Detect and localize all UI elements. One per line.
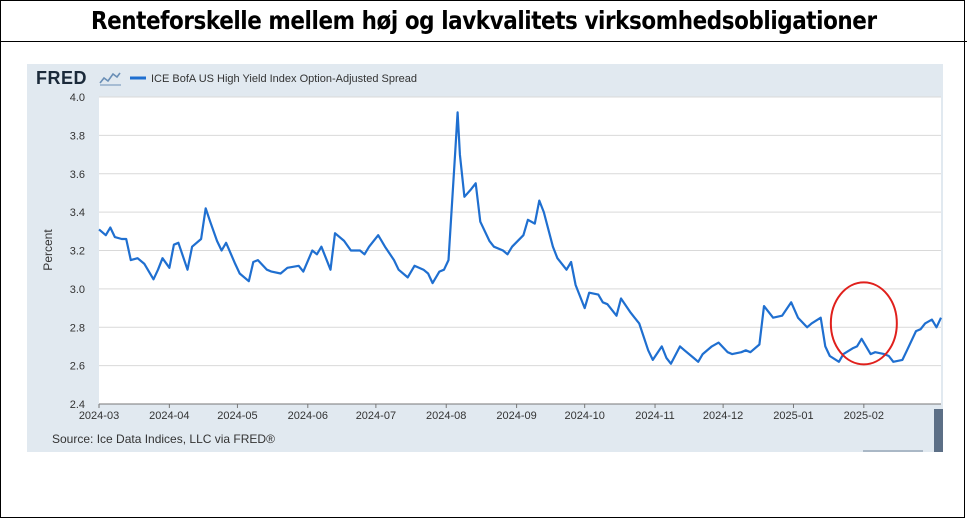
y-tick-label: 4.0 — [70, 92, 85, 104]
y-axis-tick-labels: 2.4 2.6 2.8 3.0 3.2 3.4 3.6 3.8 4.0 — [70, 92, 85, 411]
fred-logo[interactable]: FRED — [36, 68, 121, 88]
y-tick-label: 2.6 — [70, 361, 85, 373]
x-tick-label: 2024-05 — [217, 410, 257, 422]
series-line — [98, 111, 942, 365]
line-chart: 2.42.62.83.03.23.43.63.84.0 2024-03 2024-… — [36, 68, 943, 452]
series-group — [98, 111, 942, 365]
annotation-group — [829, 281, 898, 366]
x-tick-label: 2024-12 — [703, 410, 743, 422]
y-tick-label: 2.4 — [70, 399, 85, 411]
legend-label: ICE BofA US High Yield Index Option-Adju… — [151, 73, 417, 85]
highlight-circle — [829, 281, 898, 366]
x-tick-label: 2024-07 — [356, 410, 396, 422]
y-tick-label: 2.8 — [70, 322, 85, 334]
x-tick-label: 2024-11 — [635, 410, 675, 422]
y-axis-label: Percent — [41, 229, 55, 271]
x-tick-label: 2024-09 — [496, 410, 536, 422]
y-tick-label: 3.6 — [70, 169, 85, 181]
y-tick-label: 3.0 — [70, 284, 85, 296]
gridlines — [99, 96, 941, 405]
x-tick-label: 2024-03 — [79, 410, 119, 422]
x-tick-label: 2025-01 — [773, 410, 813, 422]
page-title: Renteforskelle mellem høj og lavkvalitet… — [90, 6, 877, 35]
x-tick-label: 2025-02 — [844, 410, 884, 422]
title-bar: Renteforskelle mellem høj og lavkvalitet… — [0, 0, 967, 42]
fred-logo-text: FRED — [36, 68, 87, 88]
y-tick-label: 3.8 — [70, 130, 85, 142]
x-tick-label: 2024-10 — [564, 410, 604, 422]
x-tick-label: 2024-08 — [426, 410, 466, 422]
x-tick-label: 2024-06 — [288, 410, 328, 422]
source-note: Source: Ice Data Indices, LLC via FRED® — [52, 432, 275, 446]
scroll-handle[interactable] — [934, 409, 943, 452]
chart-panel: 2.4 2.6 2.8 3.0 3.2 3.4 3.6 3.8 4.0 2024-03 2024-… — [27, 64, 943, 452]
navigator-marker — [863, 450, 923, 452]
fred-sparkline-icon — [99, 72, 121, 84]
x-axis-tick-labels: 2024-03 2024-04 2024-05 2024-06 2024-07 2024-… — [79, 404, 884, 422]
x-tick-label: 2024-04 — [149, 410, 189, 422]
y-tick-label: 3.4 — [70, 207, 85, 219]
y-tick-label: 3.2 — [70, 246, 85, 258]
